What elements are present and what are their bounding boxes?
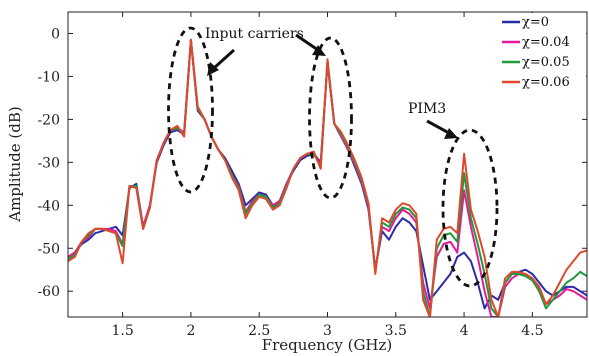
series-line-3 xyxy=(68,38,587,317)
y-tick-label: 0 xyxy=(51,26,60,42)
y-tick-label: -50 xyxy=(37,241,60,257)
arrow-input-left xyxy=(207,48,236,76)
y-tick-label: -60 xyxy=(37,284,60,300)
x-tick-label: 1.5 xyxy=(111,323,133,339)
y-tick-label: -30 xyxy=(37,155,60,171)
x-tick-label: 2.5 xyxy=(248,323,270,339)
y-tick-label: -20 xyxy=(37,112,60,128)
input-carrier-ellipse-right xyxy=(308,36,353,200)
legend-box xyxy=(498,13,586,105)
legend-label-2: χ=0.05 xyxy=(522,55,570,70)
legend-label-0: χ=0 xyxy=(522,15,549,30)
x-axis-label: Frequency (GHz) xyxy=(262,336,393,354)
pim3-ellipse xyxy=(441,128,499,288)
arrow-input-right xyxy=(295,33,326,56)
x-tick-label: 3 xyxy=(323,323,332,339)
arrow-pim3 xyxy=(426,119,458,139)
y-axis-label: Amplitude (dB) xyxy=(6,106,24,223)
x-tick-label: 4 xyxy=(460,323,469,339)
y-tick-label: -10 xyxy=(37,69,60,85)
input-carrier-ellipse-left xyxy=(167,26,214,194)
x-tick-label: 4.5 xyxy=(521,323,543,339)
annotation-pim3: PIM3 xyxy=(408,101,446,117)
series-layer xyxy=(68,38,587,317)
y-tick-label: -40 xyxy=(37,198,60,214)
legend-label-3: χ=0.06 xyxy=(522,75,570,90)
legend: χ=0 χ=0.04 χ=0.05 χ=0.06 xyxy=(498,13,586,105)
ticks-layer: 1.5 2 2.5 3 3.5 4 4.5 0 -10 -20 -30 -40 -50 -60 xyxy=(37,12,587,339)
annotation-input-carriers: Input carriers xyxy=(205,26,304,42)
legend-label-1: χ=0.04 xyxy=(522,35,570,50)
x-tick-label: 2 xyxy=(186,323,195,339)
x-tick-label: 3.5 xyxy=(385,323,407,339)
